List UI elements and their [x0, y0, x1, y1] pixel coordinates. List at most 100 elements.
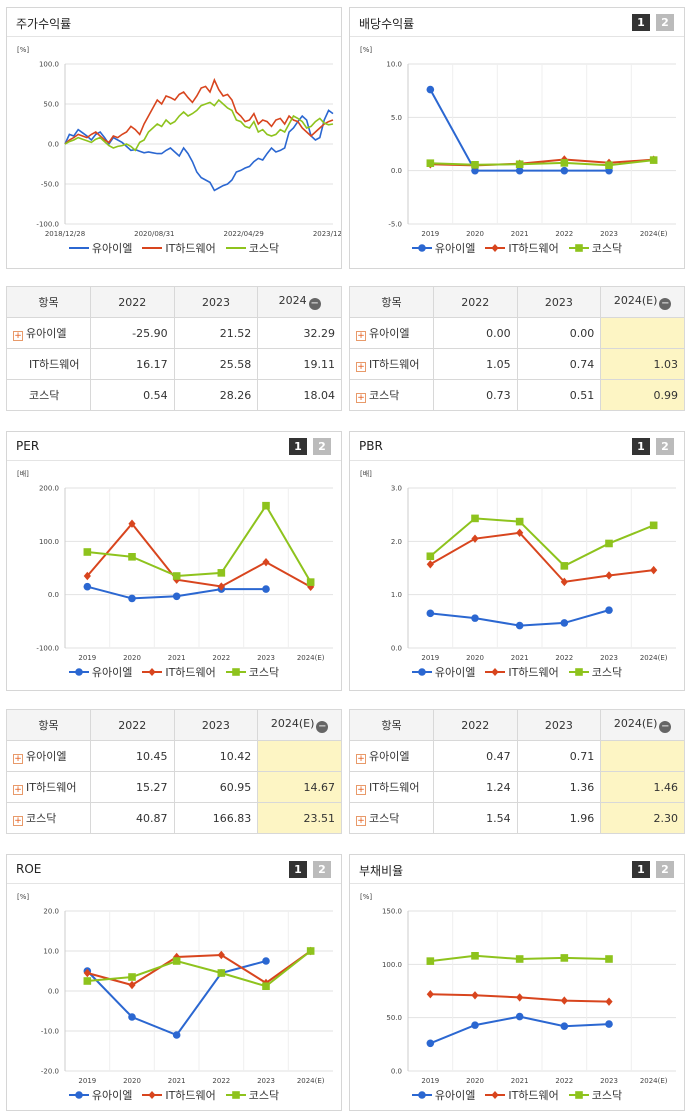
data-point-uai[interactable]: [471, 166, 479, 175]
legend-item-kosdaq[interactable]: 코스닥: [225, 664, 279, 680]
collapse-icon[interactable]: −: [659, 721, 672, 733]
expand-icon[interactable]: +: [13, 331, 23, 341]
column-header[interactable]: 2024(E) −: [600, 286, 685, 318]
data-point-kosdaq[interactable]: [83, 548, 92, 556]
legend-item-kosdaq[interactable]: 코스닥: [225, 240, 279, 256]
data-point-kosdaq[interactable]: [605, 161, 613, 170]
legend-item-uai[interactable]: 유아이엘: [411, 240, 475, 256]
view-2-button[interactable]: 2: [313, 861, 331, 878]
view-2-button[interactable]: 2: [656, 14, 674, 31]
view-2-button[interactable]: 2: [656, 438, 674, 455]
view-1-button[interactable]: 1: [289, 861, 307, 878]
row-name[interactable]: + 코스닥: [6, 802, 91, 834]
data-point-uai[interactable]: [128, 1013, 136, 1021]
view-2-button[interactable]: 2: [313, 438, 331, 455]
collapse-icon[interactable]: −: [659, 298, 672, 310]
data-point-kosdaq[interactable]: [426, 552, 435, 561]
data-point-uai[interactable]: [605, 606, 613, 614]
column-header[interactable]: 2024−: [257, 286, 342, 318]
expand-icon[interactable]: +: [356, 393, 366, 403]
row-name[interactable]: + IT하드웨어: [6, 771, 91, 803]
data-point-uai[interactable]: [605, 1020, 613, 1028]
expand-icon[interactable]: +: [356, 816, 366, 826]
column-header[interactable]: 2024(E) −: [600, 709, 685, 741]
data-point-uai[interactable]: [515, 166, 524, 175]
row-name[interactable]: + IT하드웨어: [349, 771, 434, 803]
data-point-kosdaq[interactable]: [649, 521, 658, 530]
data-point-kosdaq[interactable]: [262, 982, 270, 990]
data-point-uai[interactable]: [515, 621, 524, 630]
data-point-kosdaq[interactable]: [128, 553, 136, 561]
expand-icon[interactable]: +: [356, 785, 366, 795]
legend-item-uai[interactable]: 유아이엘: [68, 240, 132, 256]
legend-item-it-hardware[interactable]: IT하드웨어: [142, 664, 216, 680]
data-point-uai[interactable]: [471, 614, 479, 622]
data-point-kosdaq[interactable]: [560, 562, 569, 570]
legend-item-kosdaq[interactable]: 코스닥: [568, 1087, 622, 1103]
legend-item-uai[interactable]: 유아이엘: [411, 1087, 475, 1103]
data-point-kosdaq[interactable]: [649, 156, 658, 164]
data-point-kosdaq[interactable]: [515, 517, 524, 526]
data-point-it-hardware[interactable]: [262, 557, 270, 567]
row-name[interactable]: + 유아이엘: [349, 317, 434, 349]
data-point-kosdaq[interactable]: [515, 160, 524, 169]
data-point-kosdaq[interactable]: [560, 159, 569, 167]
data-point-kosdaq[interactable]: [217, 569, 226, 577]
data-point-uai[interactable]: [83, 582, 92, 591]
data-point-uai[interactable]: [172, 592, 181, 601]
data-point-it-hardware[interactable]: [605, 571, 613, 580]
data-point-kosdaq[interactable]: [83, 977, 92, 985]
view-1-button[interactable]: 1: [632, 861, 650, 878]
expand-icon[interactable]: +: [13, 785, 23, 795]
row-name[interactable]: + 코스닥: [349, 379, 434, 411]
view-1-button[interactable]: 1: [632, 14, 650, 31]
legend-item-kosdaq[interactable]: 코스닥: [568, 664, 622, 680]
data-point-uai[interactable]: [560, 166, 569, 175]
row-name[interactable]: + 유아이엘: [6, 740, 91, 772]
data-point-it-hardware[interactable]: [217, 950, 225, 960]
data-point-uai[interactable]: [426, 609, 435, 618]
legend-item-it-hardware[interactable]: IT하드웨어: [485, 664, 559, 680]
legend-item-it-hardware[interactable]: IT하드웨어: [485, 240, 559, 256]
data-point-it-hardware[interactable]: [516, 993, 524, 1002]
data-point-kosdaq[interactable]: [426, 159, 435, 167]
expand-icon[interactable]: +: [13, 754, 23, 764]
expand-icon[interactable]: +: [356, 331, 366, 341]
data-point-kosdaq[interactable]: [172, 572, 181, 580]
data-point-kosdaq[interactable]: [426, 957, 435, 965]
data-point-uai[interactable]: [515, 1012, 524, 1021]
data-point-kosdaq[interactable]: [560, 954, 569, 962]
data-point-kosdaq[interactable]: [471, 514, 479, 523]
data-point-kosdaq[interactable]: [471, 161, 479, 169]
data-point-uai[interactable]: [426, 1039, 435, 1048]
collapse-icon[interactable]: −: [316, 721, 329, 733]
expand-icon[interactable]: +: [356, 754, 366, 764]
view-2-button[interactable]: 2: [656, 861, 674, 878]
column-header[interactable]: 2024(E) −: [257, 709, 342, 741]
row-name[interactable]: + IT하드웨어: [349, 348, 434, 380]
data-point-uai[interactable]: [471, 1021, 479, 1029]
data-point-kosdaq[interactable]: [515, 955, 524, 963]
view-1-button[interactable]: 1: [632, 438, 650, 455]
data-point-it-hardware[interactable]: [128, 519, 136, 528]
data-point-it-hardware[interactable]: [560, 996, 568, 1005]
legend-item-uai[interactable]: 유아이엘: [411, 664, 475, 680]
data-point-it-hardware[interactable]: [83, 571, 91, 581]
view-1-button[interactable]: 1: [289, 438, 307, 455]
data-point-uai[interactable]: [560, 1022, 569, 1030]
legend-item-uai[interactable]: 유아이엘: [68, 1087, 132, 1103]
data-point-kosdaq[interactable]: [605, 955, 613, 963]
data-point-kosdaq[interactable]: [306, 947, 315, 955]
data-point-it-hardware[interactable]: [650, 565, 658, 575]
data-point-uai[interactable]: [262, 585, 270, 593]
data-point-kosdaq[interactable]: [471, 952, 479, 960]
legend-item-it-hardware[interactable]: IT하드웨어: [485, 1087, 559, 1103]
legend-item-uai[interactable]: 유아이엘: [68, 664, 132, 680]
legend-item-kosdaq[interactable]: 코스닥: [225, 1087, 279, 1103]
data-point-it-hardware[interactable]: [83, 968, 91, 978]
legend-item-it-hardware[interactable]: IT하드웨어: [142, 240, 216, 256]
data-point-it-hardware[interactable]: [605, 997, 613, 1006]
row-name[interactable]: + 유아이엘: [349, 740, 434, 772]
data-point-kosdaq[interactable]: [172, 957, 181, 965]
data-point-kosdaq[interactable]: [128, 973, 136, 981]
